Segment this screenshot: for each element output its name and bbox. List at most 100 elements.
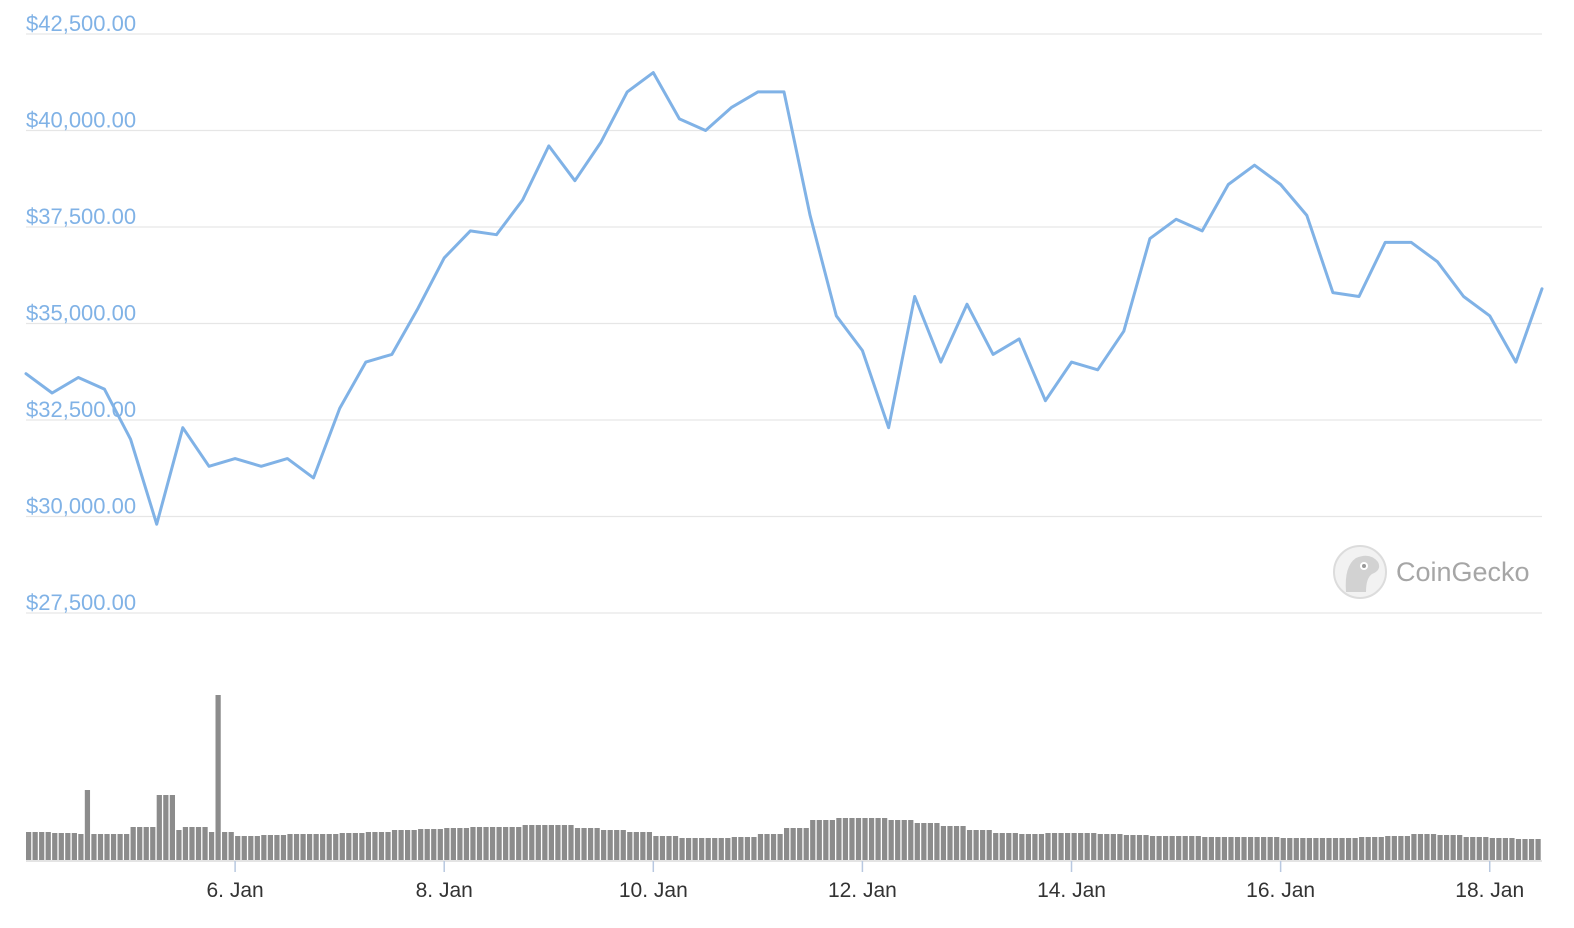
- volume-bar: [398, 830, 404, 860]
- volume-bar: [352, 833, 358, 860]
- volume-bar: [45, 832, 51, 860]
- volume-bar: [908, 820, 914, 860]
- gecko-logo-icon: [1333, 545, 1387, 599]
- price-point: [1462, 295, 1465, 298]
- volume-bar: [1326, 838, 1332, 860]
- volume-bar: [1430, 834, 1437, 860]
- volume-bar: [1091, 833, 1097, 860]
- y-tick-label: $27,500.00: [26, 590, 136, 615]
- volume-bar: [1313, 838, 1319, 860]
- volume-bar: [947, 826, 953, 860]
- volume-bar: [980, 830, 986, 860]
- volume-bar: [568, 825, 574, 860]
- price-point: [390, 353, 394, 356]
- volume-bar: [1104, 834, 1110, 860]
- price-point: [1253, 164, 1256, 167]
- volume-bar: [78, 834, 84, 860]
- volume-bar: [914, 823, 920, 860]
- volume-bar: [836, 818, 842, 860]
- volume-bar: [927, 823, 933, 860]
- volume-bar: [751, 837, 757, 860]
- volume-bar: [1404, 836, 1411, 860]
- volume-bar: [659, 836, 666, 860]
- volume-bar: [457, 828, 463, 860]
- volume-bar: [1143, 835, 1149, 860]
- volume-bar: [1025, 834, 1032, 860]
- volume-bar: [960, 826, 966, 860]
- price-point: [625, 90, 629, 94]
- volume-bar: [1496, 838, 1502, 860]
- price-point: [808, 214, 812, 217]
- volume-bar: [712, 838, 718, 860]
- volume-bar: [1437, 835, 1443, 860]
- volume-bar: [124, 834, 130, 860]
- volume-bar: [1189, 836, 1195, 860]
- volume-bar: [261, 835, 267, 860]
- volume-bar: [718, 838, 724, 860]
- price-point: [1148, 237, 1152, 240]
- volume-bar: [104, 834, 110, 860]
- volume-bar: [1398, 836, 1404, 860]
- volume-bar: [1012, 833, 1018, 860]
- volume-bar: [1064, 833, 1071, 860]
- volume-bar: [195, 827, 202, 860]
- volume-bar: [882, 818, 888, 860]
- volume-bar: [320, 834, 326, 860]
- x-tick-label: 10. Jan: [619, 879, 688, 902]
- volume-bar: [966, 830, 973, 860]
- volume-bar: [1058, 833, 1064, 860]
- price-point: [1331, 291, 1335, 294]
- price-point: [1488, 314, 1491, 317]
- volume-bar: [1378, 837, 1384, 860]
- volume-bar: [1267, 837, 1273, 860]
- volume-bar: [1202, 837, 1208, 860]
- volume-bar: [1470, 837, 1476, 860]
- price-line-layer: [24, 71, 1544, 526]
- volume-bar: [1509, 838, 1515, 860]
- volume-bar: [862, 818, 868, 860]
- volume-bar: [699, 838, 705, 860]
- price-point: [50, 391, 54, 395]
- y-tick-label: $30,000.00: [26, 494, 136, 519]
- volume-bar: [620, 830, 626, 860]
- price-point: [547, 144, 550, 148]
- price-point: [573, 179, 577, 182]
- x-tick-label: 12. Jan: [828, 879, 897, 902]
- volume-bar: [39, 832, 45, 860]
- volume-bar: [725, 838, 731, 860]
- volume-bar: [189, 827, 195, 860]
- volume-bar: [1169, 836, 1175, 860]
- volume-bar: [150, 827, 156, 860]
- price-point: [704, 129, 707, 132]
- volume-bar: [293, 834, 300, 860]
- volume-bar: [1417, 834, 1424, 860]
- volume-bar: [405, 830, 411, 860]
- volume-bar: [248, 836, 254, 860]
- volume-bar: [182, 827, 189, 860]
- volume-bar: [529, 825, 535, 860]
- volume-bar: [326, 834, 332, 860]
- price-point: [129, 438, 132, 441]
- price-point: [469, 229, 472, 233]
- volume-bar: [757, 834, 764, 860]
- volume-bar: [385, 832, 391, 860]
- price-point: [991, 353, 995, 356]
- volume-bar: [1032, 834, 1038, 860]
- volume-bar: [1391, 836, 1397, 860]
- volume-bar: [378, 832, 385, 860]
- volume-bar: [823, 820, 829, 860]
- volume-bar: [1136, 835, 1143, 860]
- volume-bar: [868, 818, 875, 860]
- price-point: [1227, 183, 1230, 186]
- volume-bar: [999, 833, 1005, 860]
- volume-bar: [1319, 838, 1326, 860]
- price-point: [1122, 330, 1125, 333]
- volume-bar: [1293, 838, 1299, 860]
- volume-bar: [1149, 836, 1156, 860]
- y-tick-label: $42,500.00: [26, 11, 136, 36]
- volume-bar: [561, 825, 568, 860]
- volume-bar: [1339, 838, 1345, 860]
- volume-bar: [215, 695, 221, 860]
- volume-bar: [1130, 835, 1136, 860]
- volume-bar: [542, 825, 548, 860]
